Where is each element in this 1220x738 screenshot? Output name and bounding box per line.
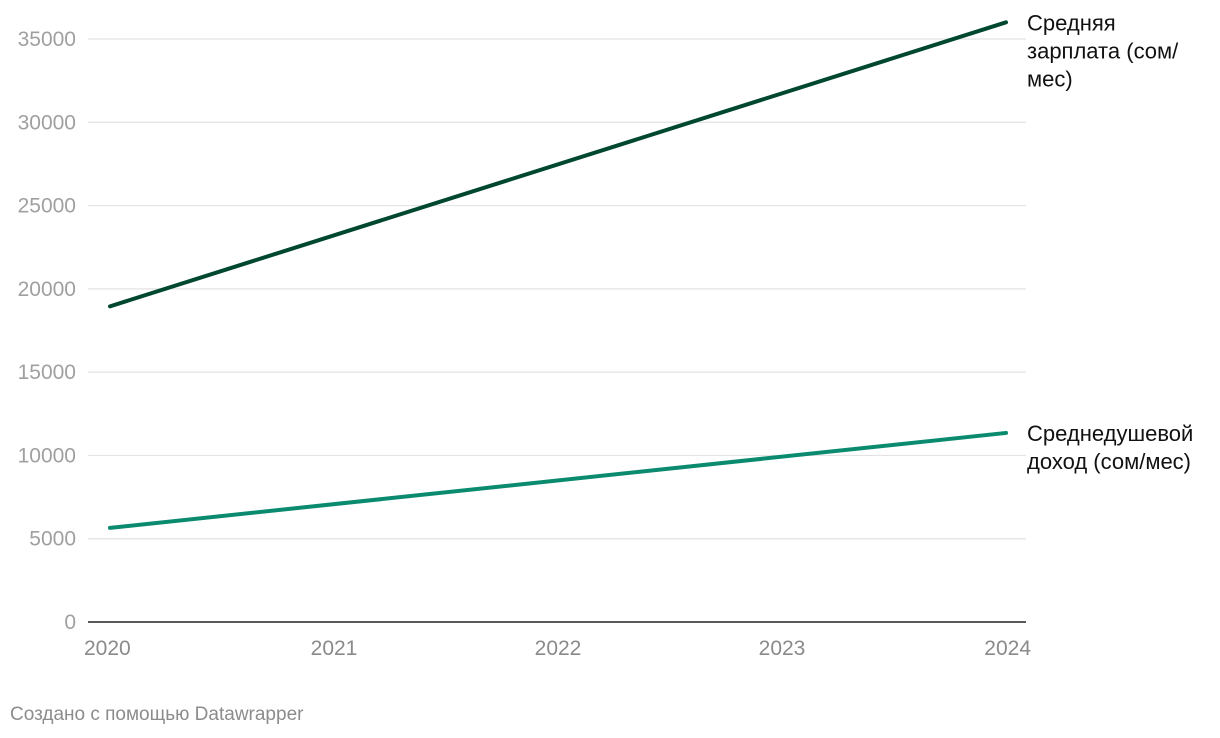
y-axis-ticks: 0 5000 10000 15000 20000 25000 30000 35000 (18, 28, 76, 634)
series-line (108, 430, 1008, 530)
footer-credit: Создано с помощью Datawrapper (10, 704, 304, 725)
series-label: доход (сом/мес) (1027, 449, 1191, 474)
x-tick-label: 2021 (311, 637, 358, 660)
y-tick-label: 10000 (18, 444, 76, 467)
series-line (108, 20, 1008, 309)
series-label: Средняя (1027, 10, 1116, 35)
x-tick-label: 2022 (535, 637, 582, 660)
x-axis-ticks: 2020 2021 2022 2023 2024 (84, 637, 1031, 660)
x-tick-label: 2024 (984, 637, 1031, 660)
series-label: Среднедушевой (1027, 421, 1193, 446)
y-tick-label: 15000 (18, 361, 76, 384)
y-tick-label: 5000 (29, 528, 76, 551)
y-tick-label: 25000 (18, 195, 76, 218)
series-labels: Средняя зарплата (сом/мес) Среднедушевой до… (1027, 10, 1193, 474)
series-lines (108, 20, 1008, 530)
gridlines (88, 38, 1026, 623)
x-tick-label: 2023 (759, 637, 806, 660)
y-tick-label: 20000 (18, 278, 76, 301)
series-label: мес) (1027, 66, 1073, 91)
series-label: зарплата (сом/ (1027, 38, 1179, 63)
line-chart: 0 5000 10000 15000 20000 25000 30000 35000 2020… (18, 10, 1194, 660)
y-tick-label: 30000 (18, 111, 76, 134)
x-tick-label: 2020 (84, 637, 131, 660)
y-tick-label: 0 (64, 611, 76, 634)
y-tick-label: 35000 (18, 28, 76, 51)
